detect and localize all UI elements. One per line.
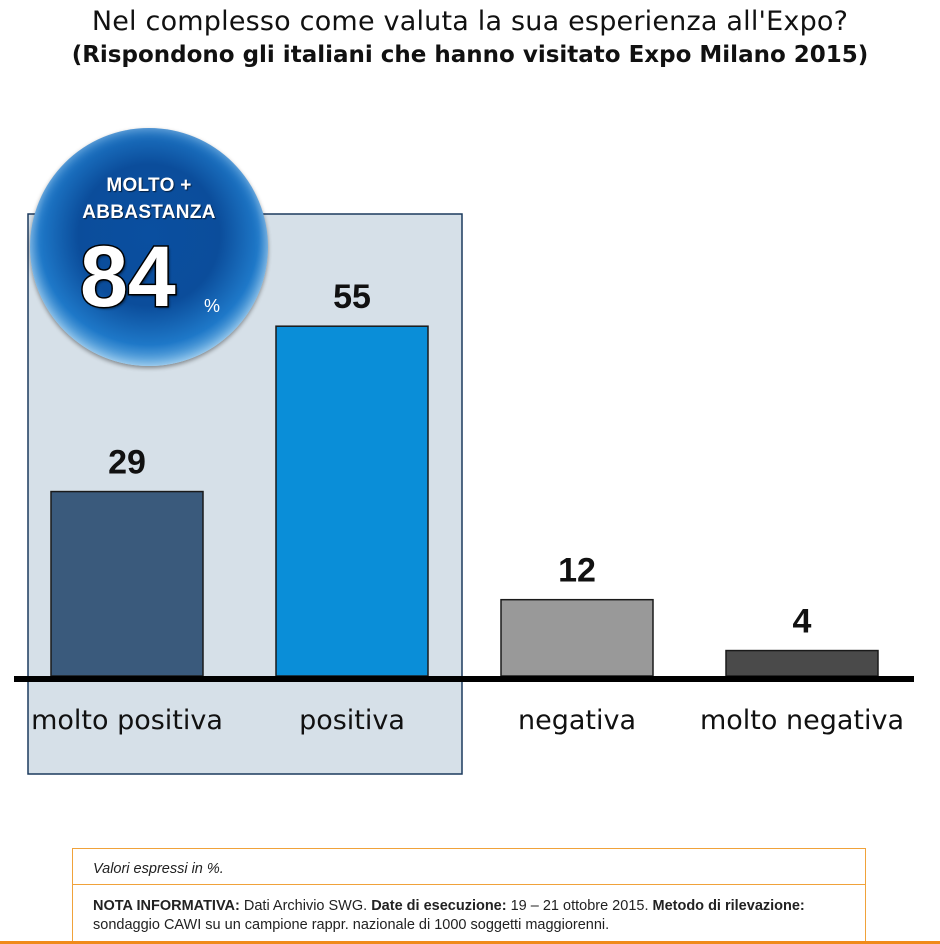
- note-label-method: Metodo di rilevazione:: [652, 898, 805, 914]
- category-label-positiva: positiva: [299, 705, 405, 736]
- bar-chart: 29 molto positiva 55 positiva 12 negativa 4 mol…: [14, 213, 914, 775]
- note-units: Valori espressi in %.: [93, 861, 224, 877]
- summary-badge: MOLTO + ABBASTANZA 84 %: [30, 128, 268, 366]
- note-text-method: sondaggio CAWI su un campione rappr. naz…: [93, 917, 610, 933]
- bar-positiva: [275, 325, 429, 677]
- value-label-negativa: 12: [558, 552, 596, 590]
- chart-subtitle: (Rispondono gli italiani che hanno visit…: [71, 42, 869, 68]
- category-label-molto-negativa: molto negativa: [700, 705, 904, 736]
- badge-line-2: ABBASTANZA: [82, 202, 216, 223]
- bar-negativa: [500, 598, 654, 677]
- value-label-molto-positiva: 29: [108, 444, 146, 482]
- bottom-rule: [0, 941, 940, 944]
- badge-value: 84: [79, 229, 178, 325]
- value-label-positiva: 55: [333, 278, 371, 316]
- category-label-negativa: negativa: [518, 705, 636, 736]
- badge-line-1: MOLTO +: [106, 175, 192, 196]
- note-label-nota: NOTA INFORMATIVA:: [93, 898, 240, 914]
- bar-molto-positiva: [50, 490, 204, 677]
- badge-unit: %: [204, 296, 221, 316]
- note-text: NOTA INFORMATIVA: Dati Archivio SWG. Dat…: [93, 897, 853, 935]
- note-text-date: 19 – 21 ottobre 2015.: [506, 898, 653, 914]
- bar-molto-negativa: [725, 649, 879, 677]
- note-text-archive: Dati Archivio SWG.: [239, 898, 372, 914]
- category-label-molto-positiva: molto positiva: [31, 705, 223, 736]
- note-divider: [73, 884, 865, 885]
- info-note-box: Valori espressi in %. NOTA INFORMATIVA: …: [72, 848, 866, 944]
- note-label-date: Date di esecuzione:: [371, 898, 507, 914]
- chart-title: Nel complesso come valuta la sua esperie…: [91, 6, 849, 37]
- value-label-molto-negativa: 4: [793, 603, 812, 641]
